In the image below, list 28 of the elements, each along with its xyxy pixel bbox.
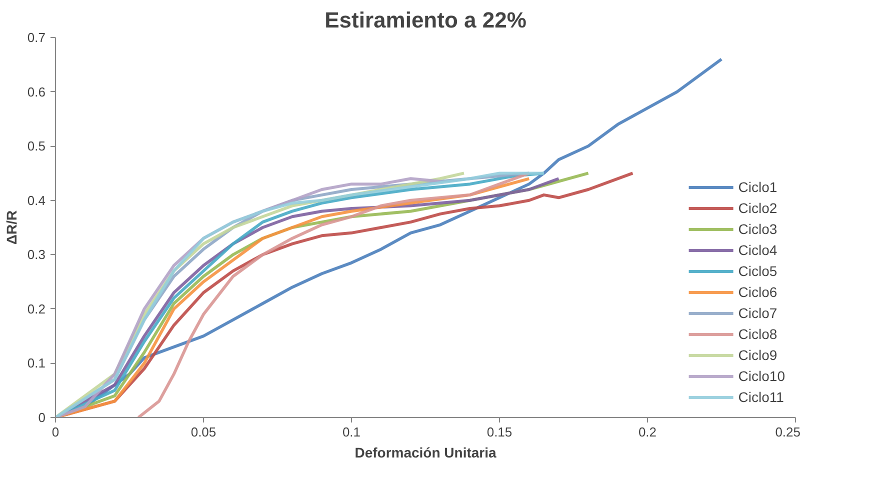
- legend-label: Ciclo2: [738, 200, 778, 216]
- y-tick-label: 0.1: [27, 356, 46, 371]
- legend-label: Ciclo4: [738, 242, 778, 258]
- y-tick-label: 0.3: [27, 247, 46, 262]
- legend-label: Ciclo7: [738, 305, 778, 321]
- legend-label: Ciclo6: [738, 284, 778, 300]
- y-axis-title: ΔR/R: [3, 210, 20, 245]
- legend-label: Ciclo10: [738, 368, 785, 384]
- x-tick-label: 0.15: [486, 424, 512, 440]
- x-tick-label: 0: [52, 424, 60, 440]
- x-axis-title: Deformación Unitaria: [354, 444, 497, 460]
- y-tick-label: 0.5: [27, 138, 46, 154]
- legend-label: Ciclo8: [738, 326, 778, 342]
- chart-title: Estiramiento a 22%: [324, 8, 526, 32]
- legend-label: Ciclo9: [738, 347, 778, 363]
- x-tick-label: 0.25: [775, 424, 801, 440]
- legend-label: Ciclo1: [738, 179, 778, 195]
- legend-label: Ciclo11: [738, 389, 784, 405]
- y-tick-label: 0.6: [27, 84, 46, 100]
- y-tick-label: 0.4: [27, 192, 46, 208]
- legend-label: Ciclo3: [738, 221, 778, 237]
- y-tick-label: 0: [38, 410, 46, 425]
- x-tick-label: 0.1: [342, 424, 361, 440]
- y-tick-label: 0.7: [27, 30, 46, 45]
- legend-label: Ciclo5: [738, 263, 778, 279]
- x-tick-label: 0.05: [190, 424, 216, 440]
- x-tick-label: 0.2: [638, 424, 657, 440]
- y-tick-label: 0.2: [27, 301, 46, 316]
